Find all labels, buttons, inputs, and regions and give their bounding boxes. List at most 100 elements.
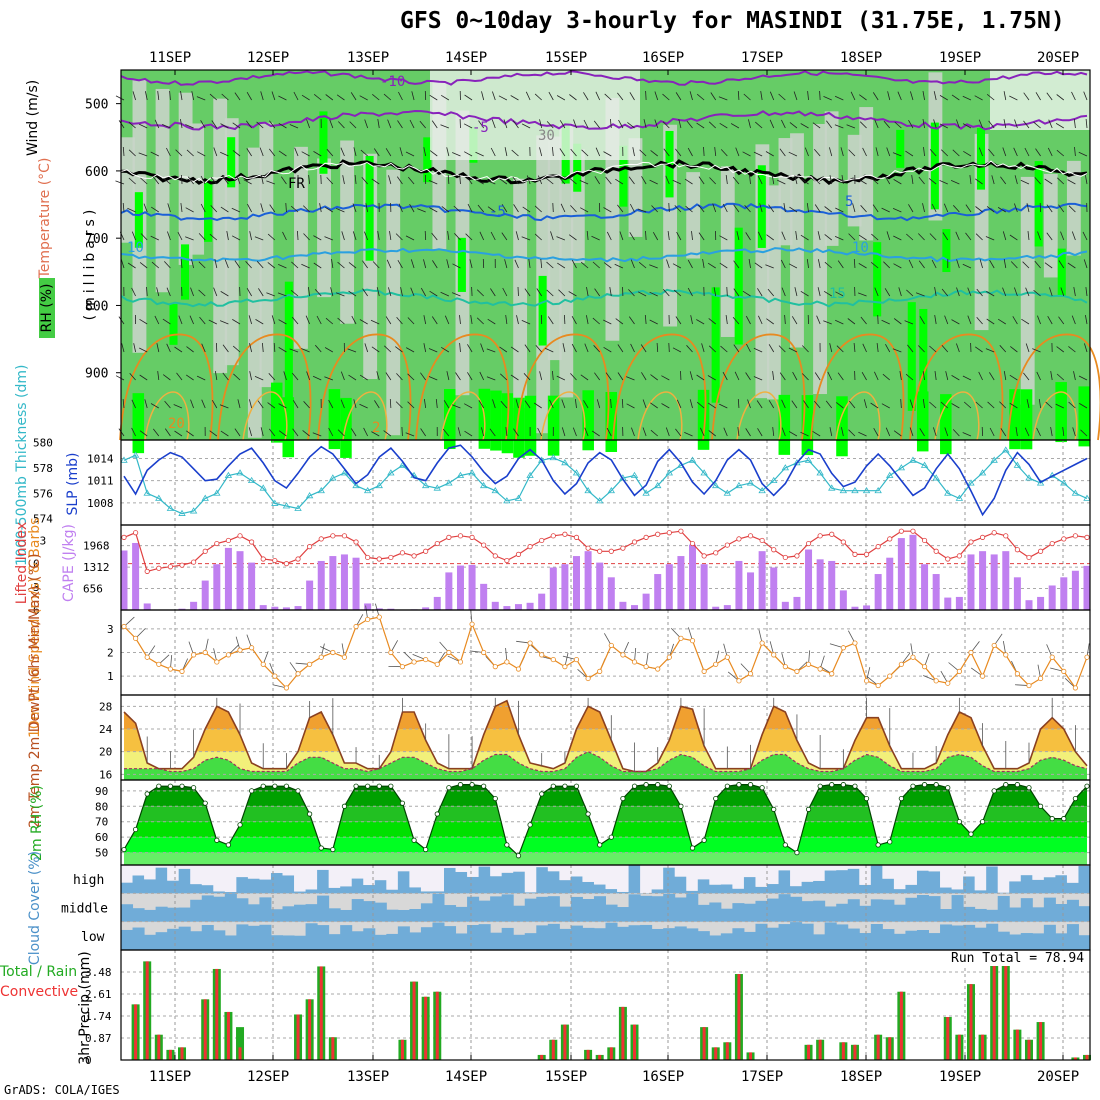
- cape-tick-label: 656: [83, 583, 103, 596]
- cloud-cover-cell: [536, 925, 549, 950]
- wind-barb: [306, 119, 311, 129]
- cloud-cover-cell: [778, 894, 791, 922]
- cloud-cover-cell: [374, 880, 387, 894]
- wind-barb: [524, 288, 531, 297]
- cloud-cover-cell: [247, 904, 260, 922]
- cloud-cover-cell: [813, 900, 826, 922]
- lifted-index-series-marker: [295, 556, 301, 562]
- rh-series-marker: [1014, 782, 1020, 788]
- bottom-date-label: 11SEP: [149, 1069, 191, 1085]
- wind-barb: [122, 202, 125, 213]
- wind-barb: [813, 148, 821, 157]
- wind-barb: [370, 319, 380, 325]
- wind-barb: [139, 430, 148, 437]
- wind-barb: [128, 121, 136, 129]
- cloud-cover-cell: [870, 899, 883, 922]
- thickness-series-marker: [271, 499, 279, 506]
- wind-barb: [429, 94, 438, 101]
- precip-convective-bar: [1004, 961, 1008, 1060]
- wind-barb: [499, 178, 508, 185]
- cloud-clear-cell: [547, 865, 560, 872]
- wind-speed-series-marker: [585, 675, 591, 682]
- wind-speed-series-marker: [225, 652, 232, 658]
- wind-barb: [423, 259, 427, 269]
- cloud-cover-cell: [743, 931, 756, 950]
- wind-barb: [407, 401, 415, 409]
- thickness-series-marker: [514, 494, 523, 501]
- lifted-index-series-marker: [307, 544, 313, 550]
- wind-barb: [431, 120, 438, 129]
- wind-barb: [760, 91, 763, 101]
- cloud-clear-cell: [847, 865, 860, 869]
- rh-very-dry-patch: [430, 70, 640, 160]
- cloud-cover-cell: [778, 924, 791, 950]
- cloud-cover-cell: [605, 904, 618, 922]
- wind-barb: [539, 147, 543, 157]
- wind-barb: [337, 317, 345, 325]
- wind-barb: [918, 260, 925, 269]
- precip-convective-bar: [180, 1047, 184, 1060]
- wind-barb: [951, 375, 960, 381]
- wind-barb: [919, 428, 925, 437]
- cloud-clear-cell: [663, 865, 676, 868]
- rh-dry-patch: [778, 138, 793, 246]
- precip-convective-bar: [412, 981, 416, 1060]
- wind-barb: [1010, 346, 1018, 353]
- cloud-cover-cell: [928, 871, 941, 894]
- wind-barb: [340, 147, 345, 157]
- wind-barb: [718, 96, 728, 101]
- wind-barb: [757, 428, 763, 437]
- cloud-clear-cell: [328, 865, 341, 888]
- precip-convective-bar: [296, 1014, 300, 1060]
- lifted-index-series-marker: [597, 548, 603, 554]
- wind-barb: [696, 319, 705, 325]
- wind-speed-series-marker: [515, 666, 522, 672]
- lifted-index-series-marker: [249, 539, 255, 545]
- cape-bar: [770, 567, 778, 610]
- wind-barb: [944, 315, 949, 325]
- wind-barb: [395, 401, 403, 409]
- bottom-date-label: 19SEP: [939, 1069, 981, 1085]
- contour-label: 15: [829, 286, 846, 302]
- wind-barb: [429, 150, 438, 157]
- wind-barb: [791, 400, 798, 409]
- precip-convective-bar: [1085, 1054, 1089, 1060]
- cloud-cover-cell: [570, 876, 583, 894]
- cloud-cover-cell: [951, 895, 964, 922]
- wind-barb: [271, 315, 276, 325]
- cloud-cover-cell: [144, 909, 157, 922]
- precip-convective-bar: [992, 961, 996, 1060]
- wind-barb: [467, 344, 473, 353]
- wind-speed-series-marker: [434, 661, 440, 667]
- rh-moist-low-patch: [836, 396, 848, 457]
- rh-series-marker: [747, 782, 754, 788]
- wind-speed-series-marker: [202, 649, 208, 656]
- cloud-clear-cell: [582, 865, 595, 882]
- wind-barb: [128, 149, 136, 157]
- wind-barb: [644, 314, 647, 325]
- wind-barb: [583, 119, 589, 129]
- cloud-clear-cell: [732, 865, 745, 889]
- wind-barb: [570, 148, 577, 157]
- wind-barb: [337, 261, 345, 269]
- cloud-cover-cell: [386, 889, 399, 894]
- wind-barb: [432, 260, 438, 269]
- rh-series-marker: [353, 783, 359, 789]
- wind-barb: [115, 375, 125, 381]
- wind-barb: [440, 291, 450, 297]
- dewpoint-area: [124, 751, 1087, 780]
- cloud-cover-cell: [593, 896, 606, 922]
- wind-barb: [389, 231, 392, 241]
- isotherm-minus5: [120, 109, 1088, 131]
- wind-speed-series-marker: [260, 661, 266, 667]
- lifted-index-series-marker: [631, 539, 638, 545]
- rh-series-marker: [910, 783, 916, 789]
- contour-label: -5: [472, 120, 489, 136]
- cloud-cover-cell: [628, 925, 641, 950]
- wind-barb: [881, 403, 890, 409]
- wind-speed-series-marker: [759, 640, 765, 646]
- rh-series-marker: [573, 783, 580, 789]
- isotherm-20: [810, 333, 905, 441]
- wind-barb: [573, 119, 577, 129]
- wind-speed-series-marker: [887, 673, 893, 679]
